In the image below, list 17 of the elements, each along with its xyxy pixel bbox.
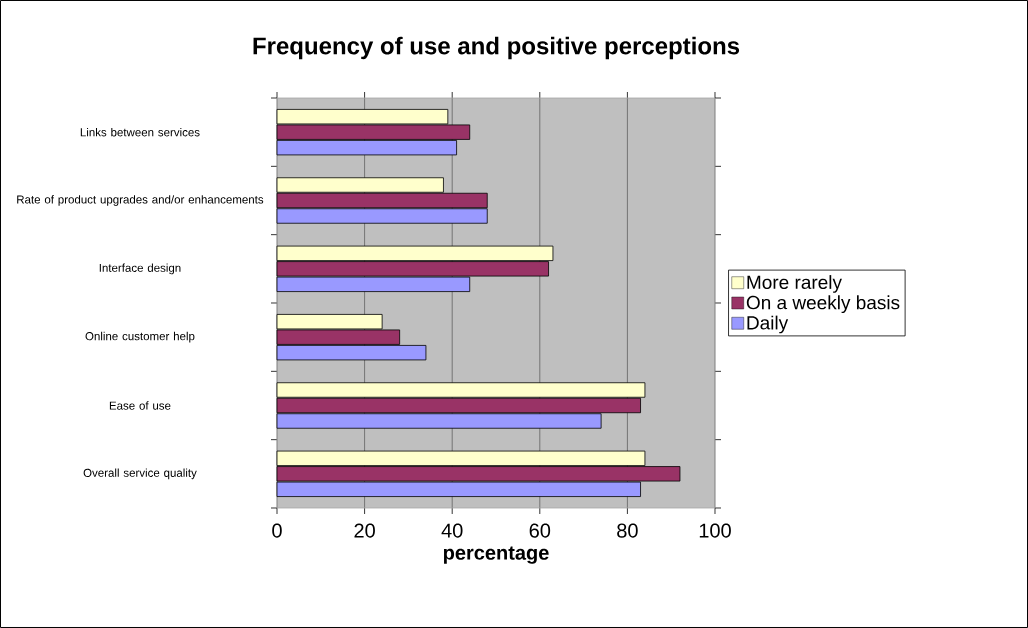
x-tick-label: 20	[354, 523, 375, 538]
x-tick-label: 80	[617, 523, 638, 538]
x-tick-label: 100	[699, 523, 731, 538]
legend-label: On a weekly basis	[746, 295, 900, 314]
chart-title: Frequency of use and positive perceptions	[253, 36, 740, 60]
x-axis-title: percentage	[443, 546, 549, 564]
legend-label: Daily	[747, 315, 789, 334]
x-tick-label: 40	[441, 523, 463, 538]
legend-label: More rarely	[747, 275, 842, 293]
x-tick-label: 60	[529, 523, 551, 538]
y-tick-label: Overall service quality	[83, 468, 197, 480]
y-tick-label: Interface design	[99, 263, 181, 275]
y-tick-label: Links between services	[80, 127, 200, 137]
x-tick-label: 0	[272, 523, 282, 538]
y-tick-label: Rate of product upgrades and/or enhancements	[17, 195, 264, 206]
y-tick-label: Online customer help	[85, 331, 195, 343]
y-tick-label: Ease of use	[109, 401, 171, 410]
